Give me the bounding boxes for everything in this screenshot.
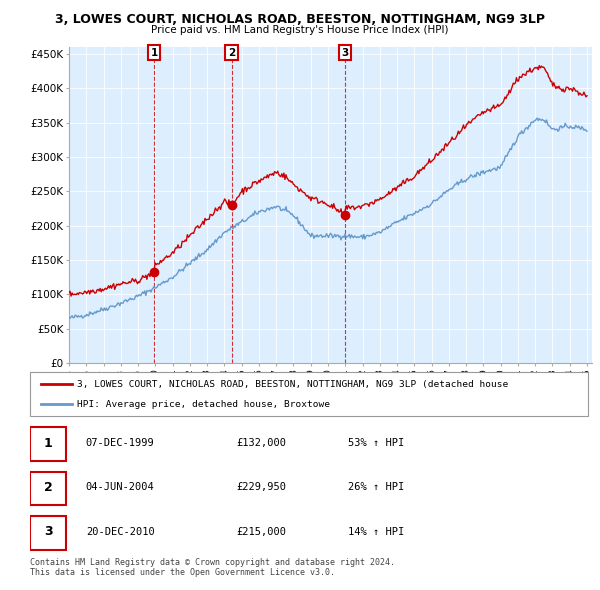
FancyBboxPatch shape [30,428,66,461]
Text: 2: 2 [44,481,53,494]
Text: £215,000: £215,000 [236,527,286,537]
Text: 1: 1 [44,437,53,450]
Text: 1: 1 [151,48,158,58]
Text: 26% ↑ HPI: 26% ↑ HPI [348,483,404,493]
Text: 3, LOWES COURT, NICHOLAS ROAD, BEESTON, NOTTINGHAM, NG9 3LP: 3, LOWES COURT, NICHOLAS ROAD, BEESTON, … [55,13,545,26]
Text: 04-JUN-2004: 04-JUN-2004 [86,483,155,493]
Text: 20-DEC-2010: 20-DEC-2010 [86,527,155,537]
Text: £132,000: £132,000 [236,438,286,448]
Text: £229,950: £229,950 [236,483,286,493]
Text: HPI: Average price, detached house, Broxtowe: HPI: Average price, detached house, Brox… [77,400,331,409]
Text: 53% ↑ HPI: 53% ↑ HPI [348,438,404,448]
Text: 14% ↑ HPI: 14% ↑ HPI [348,527,404,537]
Text: 07-DEC-1999: 07-DEC-1999 [86,438,155,448]
Text: 3: 3 [341,48,349,58]
FancyBboxPatch shape [30,472,66,506]
Text: 3, LOWES COURT, NICHOLAS ROAD, BEESTON, NOTTINGHAM, NG9 3LP (detached house: 3, LOWES COURT, NICHOLAS ROAD, BEESTON, … [77,379,509,389]
FancyBboxPatch shape [30,516,66,550]
Text: 2: 2 [228,48,235,58]
FancyBboxPatch shape [30,372,588,416]
Text: Contains HM Land Registry data © Crown copyright and database right 2024.
This d: Contains HM Land Registry data © Crown c… [30,558,395,577]
Text: Price paid vs. HM Land Registry's House Price Index (HPI): Price paid vs. HM Land Registry's House … [151,25,449,35]
Text: 3: 3 [44,525,53,538]
